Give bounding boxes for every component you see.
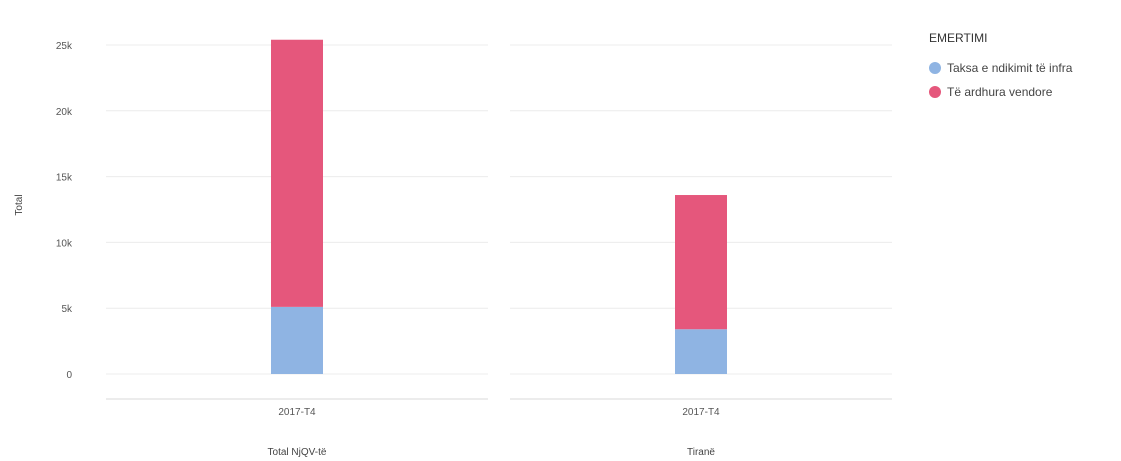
chart-panels: 2017-T4 Total NjQV-të 2017-T4 Tiranë [106,39,892,458]
y-tick-labels: 0 5k 10k 15k 20k 25k [56,41,73,381]
y-tick-label: 15k [56,173,73,184]
y-tick-label: 5k [61,304,73,315]
panel-label: Total NjQV-të [268,447,327,458]
legend-marker [929,62,941,74]
panel-label: Tiranë [687,447,715,458]
bar-segment[interactable] [271,306,323,374]
legend-title: EMERTIMI [929,31,987,45]
y-axis-label: Total [14,194,25,215]
y-tick-label: 20k [56,107,73,118]
legend-item[interactable]: Të ardhura vendore [947,85,1053,99]
chart-panel: 2017-T4 Tiranë [510,44,892,458]
y-tick-label: 10k [56,238,73,249]
bar-segment[interactable] [675,329,727,374]
bar-segment[interactable] [271,39,323,307]
legend: EMERTIMI Taksa e ndikimit të infra Të ard… [929,31,1073,99]
x-tick-label: 2017-T4 [682,407,720,418]
y-tick-label: 0 [66,370,72,381]
legend-marker [929,86,941,98]
bar-segment[interactable] [675,195,727,330]
chart-panel: 2017-T4 Total NjQV-të [106,39,488,458]
y-tick-label: 25k [56,41,73,52]
legend-item[interactable]: Taksa e ndikimit të infra [947,61,1073,75]
x-tick-label: 2017-T4 [278,407,316,418]
